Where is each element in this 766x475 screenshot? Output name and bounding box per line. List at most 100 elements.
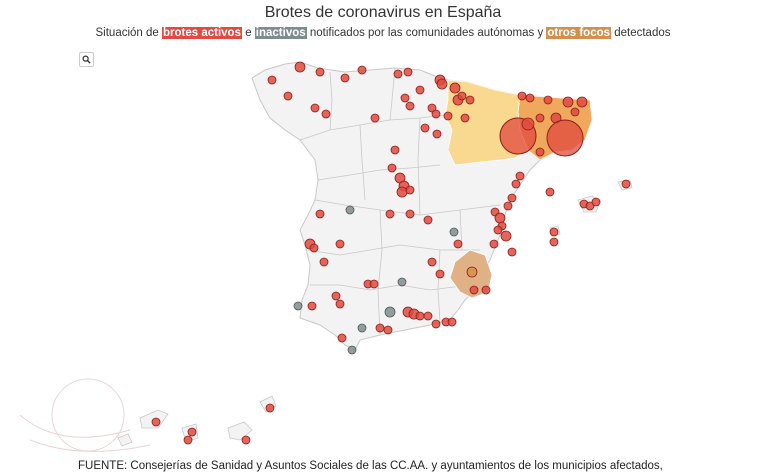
inactive-outbreak-marker[interactable]	[357, 323, 367, 333]
active-outbreak-marker[interactable]	[415, 311, 425, 321]
active-outbreak-marker[interactable]	[383, 325, 393, 335]
active-outbreak-marker[interactable]	[621, 179, 631, 189]
active-outbreak-marker[interactable]	[521, 117, 535, 131]
active-outbreak-marker[interactable]	[465, 95, 475, 105]
active-outbreak-marker[interactable]	[396, 186, 408, 198]
active-outbreak-marker[interactable]	[393, 69, 403, 79]
inactive-outbreak-marker[interactable]	[293, 301, 303, 311]
active-outbreak-marker[interactable]	[283, 91, 293, 101]
legend-other: otros focos	[546, 27, 612, 39]
active-outbreak-marker[interactable]	[321, 109, 331, 119]
active-outbreak-marker[interactable]	[469, 285, 479, 295]
active-outbreak-marker[interactable]	[241, 435, 251, 445]
active-outbreak-marker[interactable]	[375, 323, 385, 333]
watermark-logo	[19, 378, 151, 452]
active-outbreak-marker[interactable]	[457, 91, 467, 101]
search-icon	[82, 55, 91, 64]
active-outbreak-marker[interactable]	[309, 243, 319, 253]
active-outbreak-marker[interactable]	[370, 113, 380, 123]
active-outbreak-marker[interactable]	[493, 225, 503, 235]
active-outbreak-marker[interactable]	[310, 103, 320, 113]
active-outbreak-marker[interactable]	[387, 163, 397, 173]
active-outbreak-marker[interactable]	[340, 73, 350, 83]
active-outbreak-marker[interactable]	[267, 75, 277, 85]
subtitle-connector: e	[245, 27, 252, 39]
active-outbreak-marker[interactable]	[335, 299, 345, 309]
inactive-outbreak-marker[interactable]	[345, 205, 355, 215]
active-outbreak-marker[interactable]	[576, 96, 588, 108]
active-outbreak-marker[interactable]	[357, 65, 367, 75]
active-outbreak-marker[interactable]	[385, 209, 395, 219]
active-outbreak-marker[interactable]	[405, 185, 415, 195]
active-outbreak-marker[interactable]	[423, 215, 433, 225]
legend-inactive: inactivos	[254, 27, 307, 39]
active-outbreak-marker[interactable]	[585, 201, 595, 211]
active-outbreak-marker[interactable]	[517, 91, 527, 101]
active-outbreak-marker[interactable]	[494, 212, 506, 224]
active-outbreak-marker[interactable]	[543, 95, 553, 105]
active-outbreak-marker[interactable]	[265, 403, 275, 413]
active-outbreak-marker[interactable]	[515, 171, 525, 181]
inactive-outbreak-marker[interactable]	[449, 227, 459, 237]
active-outbreak-marker[interactable]	[549, 227, 559, 237]
active-outbreak-marker[interactable]	[369, 279, 379, 289]
active-outbreak-marker[interactable]	[546, 119, 584, 157]
active-outbreak-marker[interactable]	[591, 197, 601, 207]
active-outbreak-marker[interactable]	[331, 291, 341, 301]
active-outbreak-marker[interactable]	[405, 209, 415, 219]
active-outbreak-marker[interactable]	[436, 78, 448, 90]
active-outbreak-marker[interactable]	[187, 427, 197, 437]
active-outbreak-marker[interactable]	[390, 145, 400, 155]
active-outbreak-marker[interactable]	[453, 239, 463, 249]
active-outbreak-marker[interactable]	[400, 93, 410, 103]
active-outbreak-marker[interactable]	[545, 187, 555, 197]
active-outbreak-marker[interactable]	[435, 269, 445, 279]
active-outbreak-marker[interactable]	[431, 109, 441, 119]
active-outbreak-marker[interactable]	[315, 67, 325, 77]
active-outbreak-marker[interactable]	[307, 301, 317, 311]
active-outbreak-marker[interactable]	[443, 111, 453, 121]
active-outbreak-marker[interactable]	[511, 179, 521, 189]
other-focus-marker[interactable]	[466, 266, 478, 278]
active-outbreak-marker[interactable]	[570, 107, 580, 117]
active-outbreak-marker[interactable]	[449, 82, 461, 94]
active-outbreak-marker[interactable]	[507, 247, 517, 257]
active-outbreak-marker[interactable]	[525, 93, 535, 103]
active-outbreak-marker[interactable]	[319, 257, 329, 267]
active-outbreak-marker[interactable]	[460, 113, 470, 123]
active-outbreak-marker[interactable]	[427, 103, 437, 113]
outbreak-points	[151, 61, 631, 445]
active-outbreak-marker[interactable]	[562, 96, 574, 108]
active-outbreak-marker[interactable]	[535, 147, 545, 157]
active-outbreak-marker[interactable]	[420, 123, 430, 133]
active-outbreak-marker[interactable]	[447, 317, 457, 327]
canary-islands	[117, 395, 277, 447]
active-outbreak-marker[interactable]	[335, 239, 345, 249]
active-outbreak-marker[interactable]	[315, 209, 325, 219]
active-outbreak-marker[interactable]	[403, 67, 413, 77]
active-outbreak-marker[interactable]	[415, 85, 425, 95]
active-outbreak-marker[interactable]	[337, 333, 347, 343]
subtitle-suffix: detectados	[614, 27, 671, 39]
active-outbreak-marker[interactable]	[423, 311, 433, 321]
active-outbreak-marker[interactable]	[151, 417, 161, 427]
inactive-outbreak-marker[interactable]	[347, 345, 357, 355]
subtitle-prefix: Situación de	[95, 27, 159, 39]
active-outbreak-marker[interactable]	[481, 285, 491, 295]
active-outbreak-marker[interactable]	[549, 237, 559, 247]
active-outbreak-marker[interactable]	[489, 239, 499, 249]
active-outbreak-marker[interactable]	[535, 113, 545, 123]
active-outbreak-marker[interactable]	[294, 61, 306, 73]
zoom-button[interactable]	[79, 52, 94, 67]
active-outbreak-marker[interactable]	[405, 101, 415, 111]
active-outbreak-marker[interactable]	[503, 201, 513, 211]
active-outbreak-marker[interactable]	[431, 319, 441, 329]
active-outbreak-marker[interactable]	[500, 230, 512, 242]
active-outbreak-marker[interactable]	[427, 257, 437, 267]
active-outbreak-marker[interactable]	[507, 193, 517, 203]
active-outbreak-marker[interactable]	[183, 435, 193, 445]
inactive-outbreak-marker[interactable]	[397, 277, 407, 287]
inactive-outbreak-marker[interactable]	[384, 306, 396, 318]
active-outbreak-marker[interactable]	[432, 129, 442, 139]
